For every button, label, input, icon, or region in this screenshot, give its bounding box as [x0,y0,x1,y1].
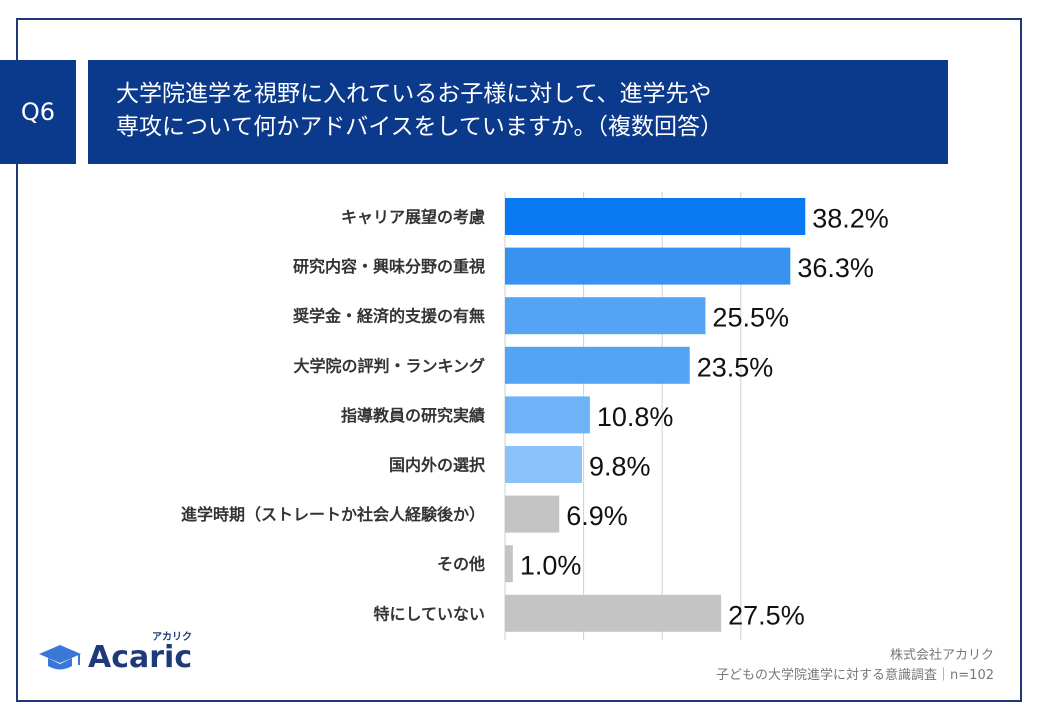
logo-kana: アカリク [152,632,192,643]
acaric-logo: Acaric アカリク [38,632,192,675]
bar-7 [505,545,513,583]
footer-company: 株式会社アカリク [889,648,994,663]
question-label: Q6 [20,98,56,126]
value-label-0: 38.2% [812,204,889,234]
value-label-5: 9.8% [589,452,651,482]
bar-4 [505,396,590,434]
category-label-4: 指導教員の研究実績 [341,406,485,425]
bar-0 [505,198,806,235]
value-label-7: 1.0% [520,551,582,581]
value-label-1: 36.3% [797,253,874,283]
category-label-2: 奨学金・経済的支援の有無 [292,307,485,326]
bar-8 [505,594,722,632]
category-label-7: その他 [437,555,485,574]
value-label-2: 25.5% [712,303,789,333]
bar-2 [505,297,706,335]
category-label-5: 国内外の選択 [389,456,486,475]
category-label-3: 大学院の評判・ランキング [293,356,485,375]
bar-6 [505,495,560,533]
category-label-0: キャリア展望の考慮 [341,208,485,227]
value-label-4: 10.8% [597,402,674,432]
bar-1 [505,247,791,285]
footer-credit: 株式会社アカリク 子どもの大学院進学に対する意識調査｜n=102 [716,646,994,686]
category-label-8: 特にしていない [373,604,485,623]
logo-wordmark: Acaric アカリク [88,632,192,675]
title-line-2: 専攻について何かアドバイスをしていますか。（複数回答） [116,114,723,140]
value-label-8: 27.5% [728,600,805,630]
bar-3 [505,346,690,384]
value-label-6: 6.9% [566,501,628,531]
value-label-3: 23.5% [697,352,774,382]
category-label-1: 研究内容・興味分野の重視 [293,257,485,276]
footer-survey: 子どもの大学院進学に対する意識調査｜n=102 [716,668,994,683]
question-title-box: 大学院進学を視野に入れているお子様に対して、進学先や 専攻について何かアドバイス… [88,60,948,164]
graduation-cap-icon [39,644,81,669]
category-label-6: 進学時期（ストレートか社会人経験後か） [181,505,485,524]
question-number-badge: Q6 [0,60,76,164]
title-line-1: 大学院進学を視野に入れているお子様に対して、進学先や [116,81,712,107]
bar-5 [505,446,583,483]
